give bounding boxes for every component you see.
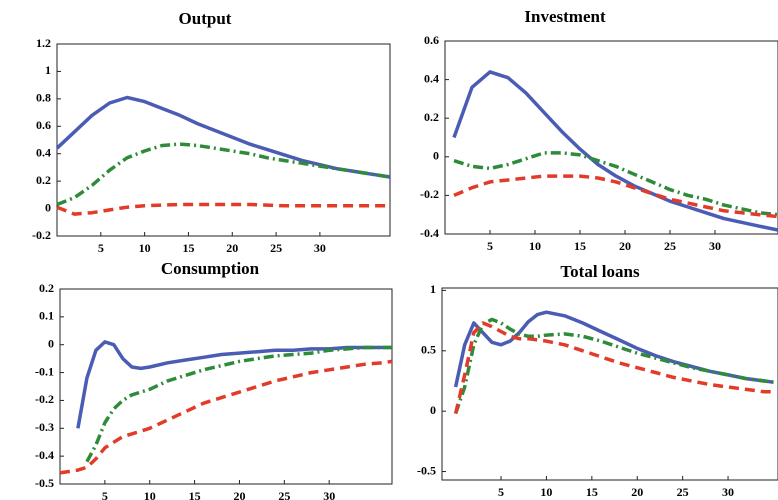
y-tick-label: 0.4 — [36, 145, 51, 159]
x-tick-label: 30 — [314, 241, 326, 255]
y-tick-label: -0.1 — [35, 364, 54, 378]
plot-frame — [441, 287, 778, 481]
x-tick-label: 25 — [664, 239, 676, 253]
y-tick-label: 0.6 — [424, 33, 439, 47]
y-tick-label: -0.4 — [420, 226, 439, 240]
series-line — [452, 70, 778, 232]
y-tick-label: 0.1 — [39, 309, 54, 323]
x-tick-label: 5 — [487, 239, 493, 253]
y-tick-label: 0.8 — [36, 91, 51, 105]
x-tick-label: 15 — [574, 239, 586, 253]
y-tick-label: -0.2 — [35, 392, 54, 406]
y-tick-label: 0.4 — [424, 71, 439, 85]
chart-title: Total loans — [560, 262, 640, 281]
series-line — [56, 202, 390, 216]
y-tick-label: 0 — [433, 149, 439, 163]
series-line — [453, 151, 778, 217]
y-tick-label: -0.4 — [35, 448, 54, 462]
series-line — [85, 345, 392, 463]
y-tick-label: 0.6 — [36, 118, 51, 132]
y-tick-label: 1 — [430, 282, 436, 296]
plot-frame — [56, 43, 391, 237]
y-tick-label: 0 — [48, 336, 54, 350]
x-tick-label: 10 — [529, 239, 541, 253]
x-tick-label: 5 — [102, 489, 108, 500]
x-tick-label: 10 — [139, 241, 151, 255]
x-tick-label: 20 — [233, 489, 245, 500]
x-tick-label: 15 — [586, 485, 598, 499]
y-tick-label: 0.2 — [424, 110, 439, 124]
y-tick-label: 0 — [45, 200, 51, 214]
x-tick-label: 30 — [323, 489, 335, 500]
x-tick-label: 25 — [270, 241, 282, 255]
plot-frame — [444, 40, 778, 235]
x-tick-label: 10 — [540, 485, 552, 499]
x-tick-label: 30 — [709, 239, 721, 253]
x-tick-label: 20 — [226, 241, 238, 255]
y-tick-label: 0.5 — [421, 343, 436, 357]
x-tick-label: 20 — [631, 485, 643, 499]
y-tick-label: 1 — [45, 63, 51, 77]
x-tick-label: 15 — [182, 241, 194, 255]
plot-frame — [59, 288, 393, 485]
x-tick-label: 10 — [144, 489, 156, 500]
y-tick-label: 1.2 — [36, 36, 51, 50]
y-tick-label: -0.5 — [35, 476, 54, 490]
series-line — [453, 174, 778, 219]
series-line — [56, 142, 391, 207]
series-line — [55, 95, 391, 179]
y-tick-label: 0.2 — [36, 173, 51, 187]
chart-title: Consumption — [161, 259, 260, 278]
series-line — [453, 317, 774, 415]
x-tick-label: 5 — [498, 485, 504, 499]
y-tick-label: 0 — [430, 403, 436, 417]
x-tick-label: 5 — [98, 241, 104, 255]
y-tick-label: -0.2 — [32, 228, 51, 242]
chart-title: Output — [179, 9, 232, 28]
series-line — [59, 359, 393, 475]
x-tick-label: 25 — [677, 485, 689, 499]
y-tick-label: -0.5 — [417, 463, 436, 477]
series-line — [76, 340, 392, 429]
y-tick-label: 0.2 — [39, 281, 54, 295]
x-tick-label: 25 — [278, 489, 290, 500]
y-tick-label: -0.3 — [35, 420, 54, 434]
chart-title: Investment — [524, 7, 606, 26]
x-tick-label: 15 — [189, 489, 201, 500]
x-tick-label: 30 — [722, 485, 734, 499]
x-tick-label: 20 — [619, 239, 631, 253]
series-line — [453, 321, 774, 415]
y-tick-label: -0.2 — [420, 187, 439, 201]
